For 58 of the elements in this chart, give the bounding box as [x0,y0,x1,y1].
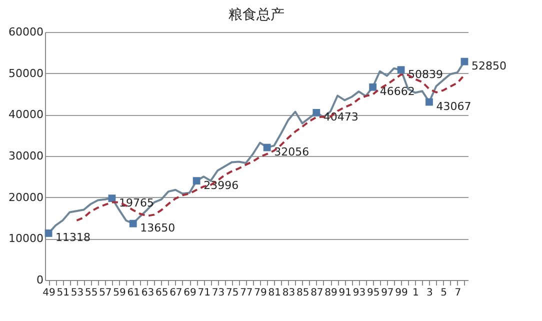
x-tick-label: 63 [141,288,154,298]
y-tick-label: 40000 [8,108,44,122]
x-tick-label: 7 [454,288,462,298]
x-tick-label: 85 [296,288,310,298]
point [44,230,52,237]
x-tick-label: 67 [170,288,182,298]
x-tick-label: 83 [282,288,296,298]
x-tick-label: 61 [127,288,140,298]
x-tick-label: 81 [268,288,281,298]
y-tick-label: 30000 [8,150,44,162]
y-tick-label: 60000 [8,26,44,38]
x-tick-label: 3 [426,288,433,298]
point [263,144,271,152]
point [426,98,433,106]
point [312,109,320,116]
y-tick-label: 50000 [8,66,44,80]
data-label: 40473 [323,110,358,124]
point [192,177,200,185]
x-tick-label: 87 [310,288,324,298]
data-label: 50839 [408,68,444,81]
x-tick-label: 59 [113,288,126,298]
data-label: 52850 [471,60,506,73]
data-label: 13650 [140,222,176,235]
x-tick-label: 53 [70,288,84,298]
data-label: 43067 [436,100,472,113]
x-tick-label: 73 [212,288,225,298]
x-tick-label: 99 [395,288,408,298]
point [129,220,137,228]
x-tick-label: 77 [240,288,253,298]
point [397,66,405,74]
x-tick-label: 49 [42,288,56,298]
point [108,194,116,202]
x-tick-label: 93 [352,288,366,298]
x-tick-label: 95 [366,288,380,298]
y-tick-label: 0 [36,274,44,286]
x-tick-label: 71 [198,288,210,298]
data-label: 11318 [56,231,91,244]
y-tick-label: 10000 [8,232,44,246]
chart-title: 粮食总产 [228,7,284,23]
data-label: 32056 [274,146,310,158]
y-tick-label: 20000 [8,190,44,204]
x-tick-label: 55 [84,288,98,298]
x-tick-label: 75 [226,288,239,298]
x-tick-label: 5 [440,288,448,298]
data-label: 23996 [204,178,239,192]
x-tick-label: 69 [184,288,196,298]
point [369,83,377,91]
x-tick-label: 51 [56,288,70,298]
x-tick-label: 65 [155,288,168,298]
x-tick-label: 1 [412,288,419,298]
data-label: 19765 [118,196,154,210]
x-tick-label: 57 [99,288,112,298]
x-tick-label: 79 [254,288,267,298]
data-label: 46662 [380,85,415,98]
x-tick-label: 91 [338,288,352,298]
x-tick-label: 89 [324,288,338,298]
x-tick-label: 97 [381,288,394,298]
point [460,58,468,66]
